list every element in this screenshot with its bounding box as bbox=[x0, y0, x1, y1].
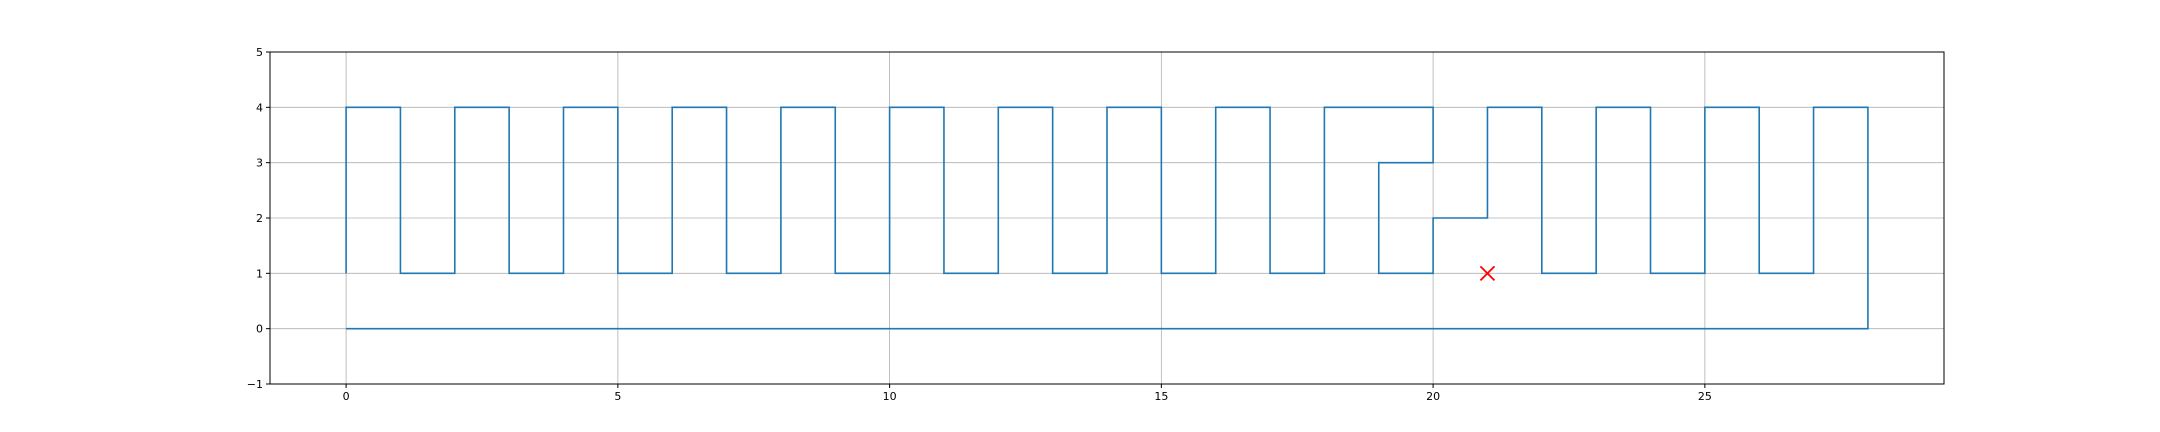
x-tick-label: 20 bbox=[1426, 390, 1440, 403]
x-marker bbox=[1479, 265, 1496, 281]
y-tick-label: 5 bbox=[256, 46, 263, 59]
x-tick-label: 25 bbox=[1698, 390, 1712, 403]
y-tick-label: 4 bbox=[256, 101, 263, 114]
y-tick-label: 2 bbox=[256, 212, 263, 225]
y-tick-label: 1 bbox=[256, 267, 263, 280]
y-tick-label: −1 bbox=[247, 378, 263, 391]
marker-layer bbox=[1479, 265, 1496, 281]
series-line bbox=[345, 106, 1869, 330]
series-layer bbox=[345, 106, 1869, 330]
x-tick-label: 5 bbox=[614, 390, 621, 403]
ticks: 0 5 10 15 20 25 −1 0 1 2 3 4 5 bbox=[247, 46, 1712, 403]
x-tick-label: 15 bbox=[1154, 390, 1168, 403]
x-marker-stroke bbox=[1479, 265, 1496, 281]
x-tick-label: 0 bbox=[343, 390, 350, 403]
y-tick-label: 0 bbox=[256, 323, 263, 336]
x-tick-label: 10 bbox=[883, 390, 897, 403]
y-tick-label: 3 bbox=[256, 157, 263, 170]
